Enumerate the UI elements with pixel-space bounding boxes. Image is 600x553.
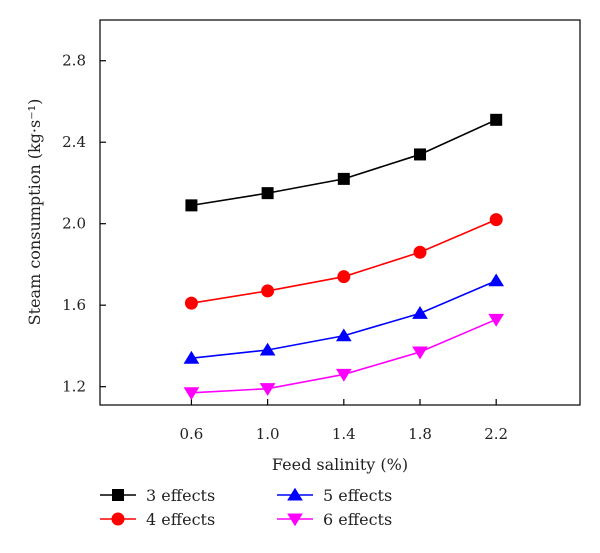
x-tick-label: 1.8 — [408, 425, 432, 443]
legend-item: 4 effects — [100, 510, 215, 529]
series-line — [191, 280, 497, 359]
ticks-layer: 0.6 1.0 1.4 1.8 2.2 1.2 1.6 2.0 2.4 2.8 — [62, 52, 508, 443]
series-4 — [183, 313, 505, 401]
y-tick-label: 1.2 — [62, 378, 86, 396]
y-tick-label: 2.0 — [62, 215, 86, 233]
legend-marker — [111, 512, 125, 526]
data-point — [412, 306, 428, 319]
y-axis-title: Steam consumption (kg·s⁻¹) — [25, 99, 44, 326]
data-point — [335, 368, 352, 382]
data-point — [259, 342, 276, 356]
data-point — [489, 213, 503, 227]
y-tick-label: 2.4 — [62, 133, 86, 151]
legend-label: 4 effects — [146, 510, 215, 529]
legend-item: 6 effects — [277, 510, 392, 529]
legend-label: 3 effects — [146, 486, 215, 505]
data-point — [261, 284, 275, 298]
x-tick-label: 1.4 — [332, 425, 356, 443]
data-point — [185, 199, 198, 212]
legend: 3 effects 4 effects 5 effects 6 effects — [100, 486, 392, 529]
data-point — [412, 346, 428, 360]
legend-label: 5 effects — [323, 486, 392, 505]
legend-item: 3 effects — [100, 486, 215, 505]
series-3 — [183, 273, 505, 364]
data-point — [259, 383, 276, 396]
data-point — [488, 273, 505, 287]
data-point — [488, 313, 505, 327]
legend-marker — [287, 513, 303, 527]
series-1 — [185, 113, 503, 212]
series-layer — [183, 113, 505, 401]
data-point — [184, 296, 198, 310]
x-tick-label: 1.0 — [256, 425, 280, 443]
data-point — [183, 350, 200, 364]
data-point — [337, 172, 350, 185]
plot-frame — [99, 19, 581, 406]
y-tick-label: 2.8 — [62, 52, 86, 70]
data-point — [261, 187, 274, 200]
legend-marker — [287, 487, 303, 501]
legend-item: 5 effects — [277, 486, 392, 505]
data-point — [335, 328, 352, 342]
legend-label: 6 effects — [323, 510, 392, 529]
data-point — [337, 270, 351, 284]
data-point — [413, 245, 427, 259]
y-tick-label: 1.6 — [62, 296, 86, 314]
series-line — [191, 218, 497, 304]
x-axis-title: Feed salinity (%) — [272, 455, 408, 474]
x-tick-label: 0.6 — [179, 425, 203, 443]
data-point — [414, 148, 426, 161]
series-line — [191, 119, 497, 207]
data-point — [490, 113, 503, 126]
x-tick-label: 2.2 — [484, 425, 508, 443]
data-point — [183, 387, 200, 401]
legend-marker — [112, 489, 124, 501]
series-2 — [184, 213, 503, 310]
